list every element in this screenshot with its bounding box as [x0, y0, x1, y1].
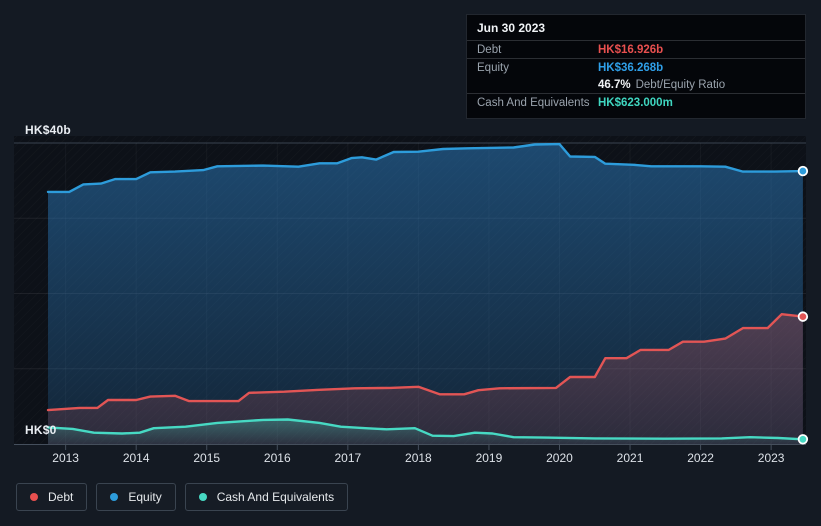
tooltip-debt-row: Debt HK$16.926b	[467, 40, 805, 58]
svg-text:2020: 2020	[546, 451, 573, 465]
tooltip-ratio-row: 46.7% Debt/Equity Ratio	[467, 76, 805, 93]
tooltip-ratio-label: Debt/Equity Ratio	[635, 78, 726, 91]
svg-text:2015: 2015	[193, 451, 220, 465]
tooltip-date: Jun 30 2023	[477, 21, 546, 35]
svg-text:2022: 2022	[687, 451, 714, 465]
tooltip-ratio-value: 46.7%	[598, 78, 631, 91]
tooltip-equity-row: Equity HK$36.268b	[467, 58, 805, 76]
tooltip-equity-value: HK$36.268b	[598, 61, 664, 74]
y-axis-label-zero: HK$0	[25, 423, 57, 437]
svg-text:2017: 2017	[334, 451, 361, 465]
svg-text:2016: 2016	[264, 451, 291, 465]
svg-text:2021: 2021	[617, 451, 644, 465]
tooltip-debt-label: Debt	[477, 43, 502, 56]
tooltip-cash-label: Cash And Equivalents	[477, 96, 590, 109]
y-axis-label-top: HK$40b	[25, 123, 71, 137]
chart-legend: Debt Equity Cash And Equivalents	[16, 483, 349, 511]
legend-item-equity[interactable]: Equity	[96, 483, 176, 511]
tooltip-debt-value: HK$16.926b	[598, 43, 664, 56]
legend-equity-label: Equity	[128, 490, 162, 504]
legend-debt-label: Debt	[48, 490, 74, 504]
debt-dot-icon	[30, 493, 38, 501]
chart-tooltip: Jun 30 2023 Debt HK$16.926b Equity HK$36…	[466, 14, 806, 119]
svg-text:2018: 2018	[405, 451, 432, 465]
cash-dot-icon	[198, 493, 207, 501]
tooltip-cash-row: Cash And Equivalents HK$623.000m	[467, 93, 805, 111]
svg-text:2023: 2023	[758, 451, 785, 465]
svg-text:2013: 2013	[52, 451, 79, 465]
equity-dot-icon	[110, 493, 119, 501]
svg-text:2019: 2019	[476, 451, 503, 465]
legend-item-cash[interactable]: Cash And Equivalents	[184, 483, 349, 511]
svg-text:2014: 2014	[123, 451, 150, 465]
legend-item-debt[interactable]: Debt	[16, 483, 88, 511]
tooltip-equity-label: Equity	[477, 61, 509, 74]
legend-cash-label: Cash And Equivalents	[216, 490, 335, 504]
tooltip-cash-value: HK$623.000m	[598, 96, 673, 109]
